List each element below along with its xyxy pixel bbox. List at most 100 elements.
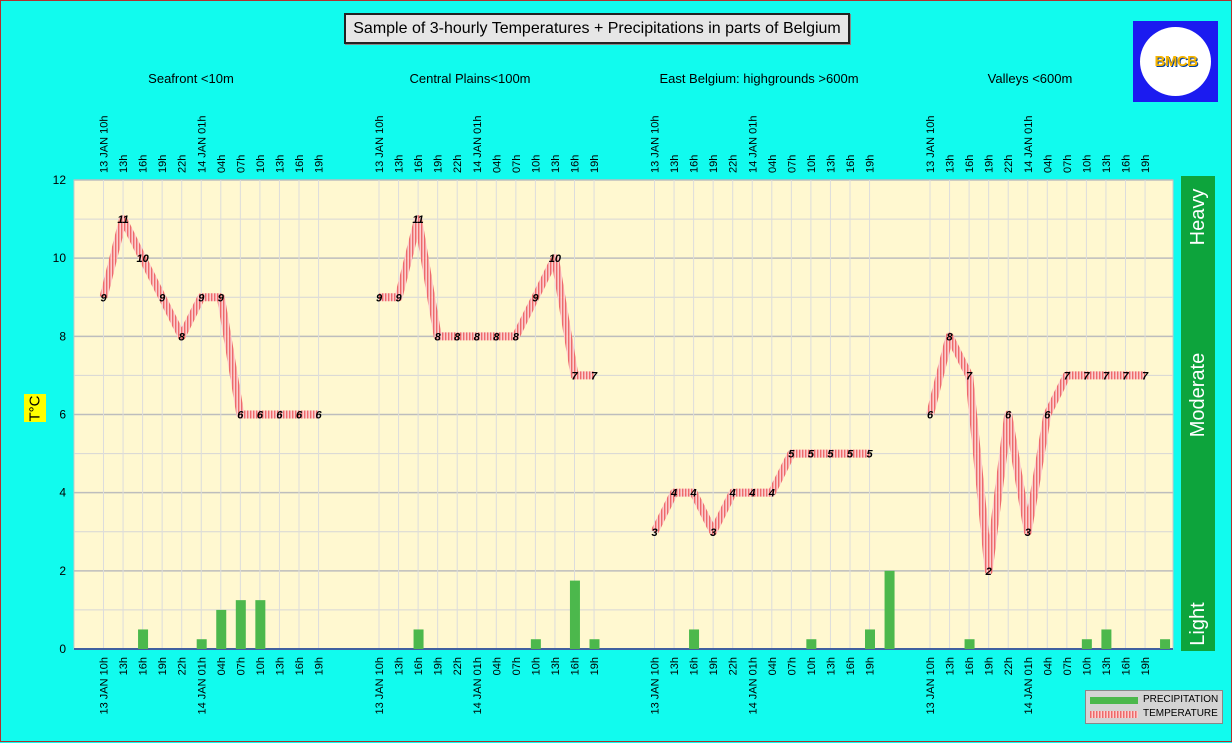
x-tick-label-bottom: 13h: [118, 657, 130, 675]
group-title: East Belgium: highgrounds >600m: [659, 71, 858, 86]
x-tick-label-top: 13 JAN 10h: [925, 116, 937, 173]
legend-label-temperature: TEMPERATURE: [1143, 708, 1218, 719]
temperature-value-label: 5: [847, 449, 854, 461]
x-tick-label-top: 22h: [1003, 155, 1015, 173]
temperature-value-label: 7: [1122, 370, 1129, 382]
x-tick-label-bottom: 04h: [767, 657, 779, 675]
temperature-value-label: 8: [513, 331, 520, 343]
temperature-value-label: 6: [257, 410, 264, 422]
x-tick-label-top: 16h: [964, 155, 976, 173]
x-tick-label-top: 19h: [314, 155, 326, 173]
x-tick-label-top: 07h: [235, 155, 247, 173]
x-tick-label-bottom: 04h: [216, 657, 228, 675]
bmcb-logo: BMCB: [1133, 21, 1218, 102]
x-tick-label-bottom: 13 JAN 10h: [99, 657, 111, 714]
temperature-value-label: 6: [315, 410, 322, 422]
chart-title: Sample of 3-hourly Temperatures + Precip…: [344, 13, 850, 44]
x-tick-label-bottom: 04h: [1042, 657, 1054, 675]
temperature-value-label: 4: [768, 488, 775, 500]
legend-item-precipitation: PRECIPITATION: [1090, 694, 1220, 706]
x-tick-label-top: 13h: [825, 155, 837, 173]
temperature-value-label: 8: [493, 331, 500, 343]
temperature-value-label: 8: [435, 331, 442, 343]
temperature-value-label: 3: [651, 527, 657, 539]
precipitation-bar: [806, 639, 817, 649]
temperature-value-label: 3: [1025, 527, 1031, 539]
temperature-value-label: 8: [474, 331, 481, 343]
temperature-value-label: 7: [1103, 370, 1110, 382]
temperature-value-label: 7: [966, 370, 973, 382]
temperature-value-label: 6: [1005, 410, 1012, 422]
y-tick-label: 12: [53, 173, 67, 187]
x-tick-label-bottom: 10h: [255, 657, 267, 675]
group-title: Central Plains<100m: [409, 71, 530, 86]
temperature-value-label: 9: [100, 292, 107, 304]
x-tick-label-top: 10h: [255, 155, 267, 173]
x-tick-label-bottom: 19h: [157, 657, 169, 675]
x-tick-label-bottom: 19h: [433, 657, 445, 675]
temperature-value-label: 5: [866, 449, 873, 461]
temperature-value-label: 8: [946, 331, 953, 343]
precipitation-bar: [255, 600, 266, 649]
temperature-value-label: 4: [729, 488, 736, 500]
temperature-value-label: 8: [179, 331, 186, 343]
x-tick-label-bottom: 22h: [1003, 657, 1015, 675]
precipitation-bar: [216, 609, 227, 649]
x-tick-label-bottom: 22h: [728, 657, 740, 675]
x-tick-label-top: 19h: [865, 155, 877, 173]
y-tick-label: 2: [59, 564, 66, 578]
x-tick-label-top: 13h: [945, 155, 957, 173]
temperature-line: [926, 332, 1146, 575]
precipitation-bar: [964, 639, 975, 649]
x-tick-label-top: 19h: [984, 155, 996, 173]
x-tick-label-bottom: 13h: [825, 657, 837, 675]
logo-disc: [1140, 27, 1211, 96]
x-tick-label-bottom: 13h: [394, 657, 406, 675]
temperature-value-label: 7: [571, 370, 578, 382]
x-tick-label-top: 16h: [845, 155, 857, 173]
x-tick-label-bottom: 13 JAN 10h: [925, 657, 937, 714]
x-tick-label-top: 16h: [1121, 155, 1133, 173]
x-tick-label-top: 10h: [530, 155, 542, 173]
x-tick-label-top: 19h: [157, 155, 169, 173]
temperature-value-label: 6: [237, 410, 244, 422]
x-tick-label-top: 16h: [294, 155, 306, 173]
x-tick-label-bottom: 13h: [669, 657, 681, 675]
x-tick-label-top: 13 JAN 10h: [99, 116, 111, 173]
x-tick-label-top: 19h: [433, 155, 445, 173]
x-tick-label-top: 14 JAN 01h: [472, 116, 484, 173]
x-tick-label-bottom: 22h: [452, 657, 464, 675]
precipitation-bar: [138, 629, 149, 649]
temperature-value-label: 6: [1044, 410, 1051, 422]
x-tick-label-top: 22h: [728, 155, 740, 173]
temperature-value-label: 7: [1083, 370, 1090, 382]
temperature-value-label: 11: [117, 214, 128, 226]
precipitation-bar: [884, 570, 895, 649]
x-tick-label-bottom: 16h: [413, 657, 425, 675]
x-tick-label-top: 13 JAN 10h: [374, 116, 386, 173]
x-tick-label-top: 19h: [708, 155, 720, 173]
precipitation-bar: [589, 639, 600, 649]
x-tick-label-bottom: 07h: [235, 657, 247, 675]
x-tick-label-top: 07h: [1062, 155, 1074, 173]
temperature-value-label: 4: [690, 488, 697, 500]
x-tick-label-top: 13h: [274, 155, 286, 173]
precipitation-bar: [1101, 629, 1112, 649]
x-tick-label-bottom: 19h: [1140, 657, 1152, 675]
x-tick-label-top: 14 JAN 01h: [196, 116, 208, 173]
temperature-line: [650, 449, 870, 536]
x-tick-label-top: 10h: [806, 155, 818, 173]
temperature-value-label: 9: [198, 292, 205, 304]
precipitation-bar: [689, 629, 700, 649]
intensity-label: Moderate: [1187, 353, 1209, 438]
intensity-label: Heavy: [1187, 189, 1209, 246]
temperature-value-label: 4: [670, 488, 677, 500]
temperature-value-label: 9: [218, 292, 225, 304]
legend: PRECIPITATION TEMPERATURE: [1085, 690, 1223, 724]
temperature-value-label: 6: [276, 410, 283, 422]
x-tick-label-bottom: 16h: [138, 657, 150, 675]
precipitation-bar: [196, 639, 207, 649]
x-tick-label-bottom: 19h: [865, 657, 877, 675]
x-tick-label-top: 04h: [1042, 155, 1054, 173]
temperature-value-label: 2: [985, 566, 992, 578]
